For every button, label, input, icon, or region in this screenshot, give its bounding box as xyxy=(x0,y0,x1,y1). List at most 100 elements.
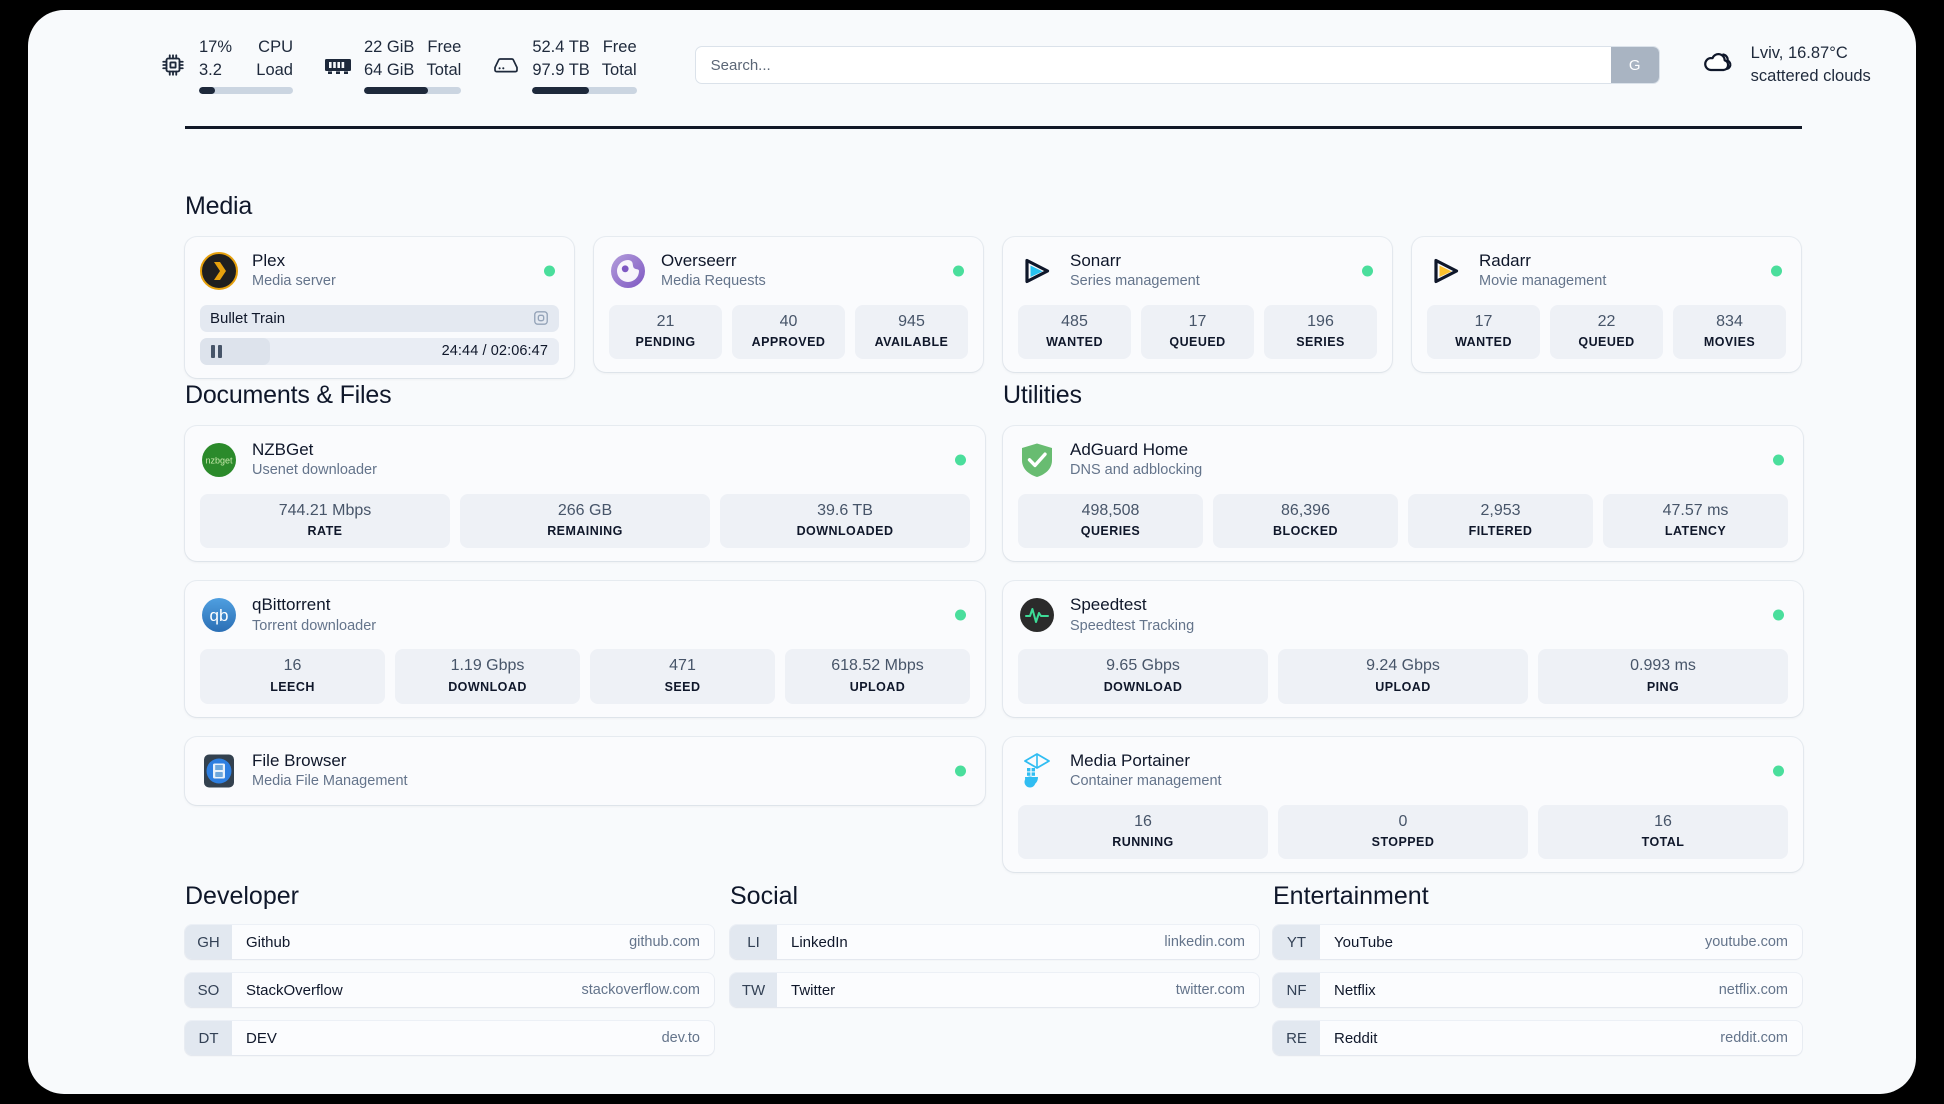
stat-pill: 9.24 Gbps UPLOAD xyxy=(1278,649,1528,704)
stat-pill: 618.52 Mbps UPLOAD xyxy=(785,649,970,704)
search-submit-button[interactable]: G xyxy=(1610,47,1659,83)
bookmark-link-dev[interactable]: DT DEV dev.to xyxy=(185,1021,714,1055)
service-card-nzbget[interactable]: nzbget NZBGet Usenet downloader 744.21 M… xyxy=(185,426,985,562)
stat-label: AVAILABLE xyxy=(874,335,949,350)
overseerr-icon xyxy=(609,252,647,290)
sonarr-card-titles: Sonarr Series management xyxy=(1070,250,1200,292)
service-card-speedtest[interactable]: Speedtest Speedtest Tracking 9.65 Gbps D… xyxy=(1003,581,1803,717)
overseerr-card-header: Overseerr Media Requests xyxy=(609,250,968,292)
cpu-chip-icon xyxy=(158,50,188,80)
cpu-value-bottom: 3.2 xyxy=(199,61,222,79)
nzbget-card-subtitle: Usenet downloader xyxy=(252,462,377,479)
bookmark-abbr: LI xyxy=(730,925,777,959)
stat-label: QUEUED xyxy=(1169,335,1226,350)
file-browser-card-name: File Browser xyxy=(252,750,347,770)
portainer-card-name: Media Portainer xyxy=(1070,750,1191,770)
pause-icon[interactable] xyxy=(211,344,222,358)
radarr-card-name: Radarr xyxy=(1479,251,1531,270)
adguard-status-badge xyxy=(1773,454,1784,466)
weather-description: scattered clouds xyxy=(1750,67,1871,85)
system-stat-cpu: 17% 3.2 CPU Load xyxy=(158,36,293,94)
stat-label: PENDING xyxy=(635,335,696,350)
bookmark-link-stackoverflow[interactable]: SO StackOverflow stackoverflow.com xyxy=(185,973,714,1007)
stat-value: 744.21 Mbps xyxy=(278,501,372,519)
search-input[interactable] xyxy=(694,46,1660,84)
bookmark-link-reddit[interactable]: RE Reddit reddit.com xyxy=(1273,1021,1802,1055)
bookmark-abbr: NF xyxy=(1273,973,1320,1007)
utilities-section-title: Utilities xyxy=(1003,381,1082,409)
cast-icon[interactable] xyxy=(533,310,549,326)
adguard-shield-icon xyxy=(1018,441,1056,479)
bookmark-link-github[interactable]: GH Github github.com xyxy=(185,925,714,959)
plex-now-playing: Bullet Train xyxy=(200,304,559,332)
stat-label: SERIES xyxy=(1296,335,1345,350)
stat-pill: 0.993 ms PING xyxy=(1538,649,1788,704)
speedtest-stats: 9.65 Gbps DOWNLOAD 9.24 Gbps UPLOAD 0.99… xyxy=(1018,649,1788,704)
service-card-plex[interactable]: Plex Media server Bullet Train xyxy=(185,237,574,378)
stat-pill: 0 STOPPED xyxy=(1278,804,1528,859)
stat-label: WANTED xyxy=(1046,335,1103,350)
bookmark-link-twitter[interactable]: TW Twitter twitter.com xyxy=(730,973,1259,1007)
service-card-qbittorrent[interactable]: qb qBittorrent Torrent downloader 16 LEE… xyxy=(185,581,985,717)
file-browser-card-titles: File Browser Media File Management xyxy=(252,750,408,792)
radarr-icon xyxy=(1427,252,1465,290)
service-card-file-browser[interactable]: File Browser Media File Management xyxy=(185,736,985,805)
search-bar: G xyxy=(694,46,1660,84)
bookmark-url: netflix.com xyxy=(1718,982,1788,998)
service-card-media-portainer[interactable]: Media Portainer Container management 16 … xyxy=(1003,736,1803,872)
adguard-card-titles: AdGuard Home DNS and adblocking xyxy=(1070,439,1202,481)
documents-section: Documents & Files nzbget NZBGet Usenet d… xyxy=(185,381,985,805)
memory-label-bottom: Total xyxy=(426,61,462,79)
service-card-adguard-home[interactable]: AdGuard Home DNS and adblocking 498,508 … xyxy=(1003,426,1803,562)
portainer-card-subtitle: Container management xyxy=(1070,773,1222,790)
stat-pill: 86,396 BLOCKED xyxy=(1213,493,1398,549)
stat-value: 471 xyxy=(669,657,696,675)
bookmark-name: YouTube xyxy=(1334,933,1393,951)
stat-pill: 498,508 QUERIES xyxy=(1018,493,1203,549)
qbittorrent-card-subtitle: Torrent downloader xyxy=(252,617,377,634)
nzbget-icon: nzbget xyxy=(200,441,238,479)
service-card-overseerr[interactable]: Overseerr Media Requests 21 PENDING 40 A… xyxy=(594,237,983,373)
memory-ram-icon xyxy=(323,50,353,80)
bookmark-link-linkedin[interactable]: LI LinkedIn linkedin.com xyxy=(730,925,1259,959)
stat-pill: 47.57 ms LATENCY xyxy=(1603,493,1788,549)
stat-value: 834 xyxy=(1716,312,1743,330)
bookmark-url: dev.to xyxy=(661,1030,700,1046)
bookmark-abbr: YT xyxy=(1273,925,1320,959)
stat-value: 16 xyxy=(283,657,302,675)
plex-progress-bar[interactable]: 24:44 / 02:06:47 xyxy=(200,337,559,365)
service-card-sonarr[interactable]: Sonarr Series management 485 WANTED 17 Q… xyxy=(1003,237,1392,373)
stat-label: BLOCKED xyxy=(1273,524,1338,539)
stat-value: 39.6 TB xyxy=(817,501,873,519)
bookmark-link-youtube[interactable]: YT YouTube youtube.com xyxy=(1273,925,1802,959)
service-card-radarr[interactable]: Radarr Movie management 17 WANTED 22 QUE… xyxy=(1412,237,1801,373)
radarr-card-titles: Radarr Movie management xyxy=(1479,250,1606,292)
file-browser-card-header: File Browser Media File Management xyxy=(200,750,970,792)
cpu-label-bottom: Load xyxy=(256,61,293,79)
bookmark-name: DEV xyxy=(246,1029,277,1047)
dashboard-page: 17% 3.2 CPU Load xyxy=(28,10,1916,1094)
bookmark-name: Reddit xyxy=(1334,1029,1378,1047)
disk-label-bottom: Total xyxy=(601,61,637,79)
bookmark-name: Github xyxy=(246,933,291,951)
disk-value-bottom: 97.9 TB xyxy=(532,61,590,79)
sonarr-icon xyxy=(1018,252,1056,290)
qbittorrent-card-titles: qBittorrent Torrent downloader xyxy=(252,594,376,636)
stat-pill: 17 QUEUED xyxy=(1141,304,1254,360)
stat-label: LEECH xyxy=(270,679,315,694)
plex-timestamp: 24:44 / 02:06:47 xyxy=(441,343,548,360)
cpu-usage-bar xyxy=(199,86,293,94)
stat-pill: 1.19 Gbps DOWNLOAD xyxy=(395,649,580,704)
nzbget-card-titles: NZBGet Usenet downloader xyxy=(252,439,377,481)
disk-label-top: Free xyxy=(602,38,637,57)
weather-widget: Lviv, 16.87°C scattered clouds xyxy=(1700,42,1871,89)
stat-pill: 266 GB REMAINING xyxy=(460,493,710,549)
bookmark-abbr: SO xyxy=(185,973,232,1007)
bookmark-link-netflix[interactable]: NF Netflix netflix.com xyxy=(1273,973,1802,1007)
header-divider xyxy=(185,126,1802,129)
disk-usage-bar xyxy=(532,86,637,94)
stat-label: DOWNLOAD xyxy=(1103,679,1183,694)
stat-value: 945 xyxy=(898,312,925,330)
utilities-section: Utilities AdGuard Home DNS and adblockin… xyxy=(1003,381,1803,872)
cpu-stat-body: 17% 3.2 CPU Load xyxy=(199,36,293,94)
